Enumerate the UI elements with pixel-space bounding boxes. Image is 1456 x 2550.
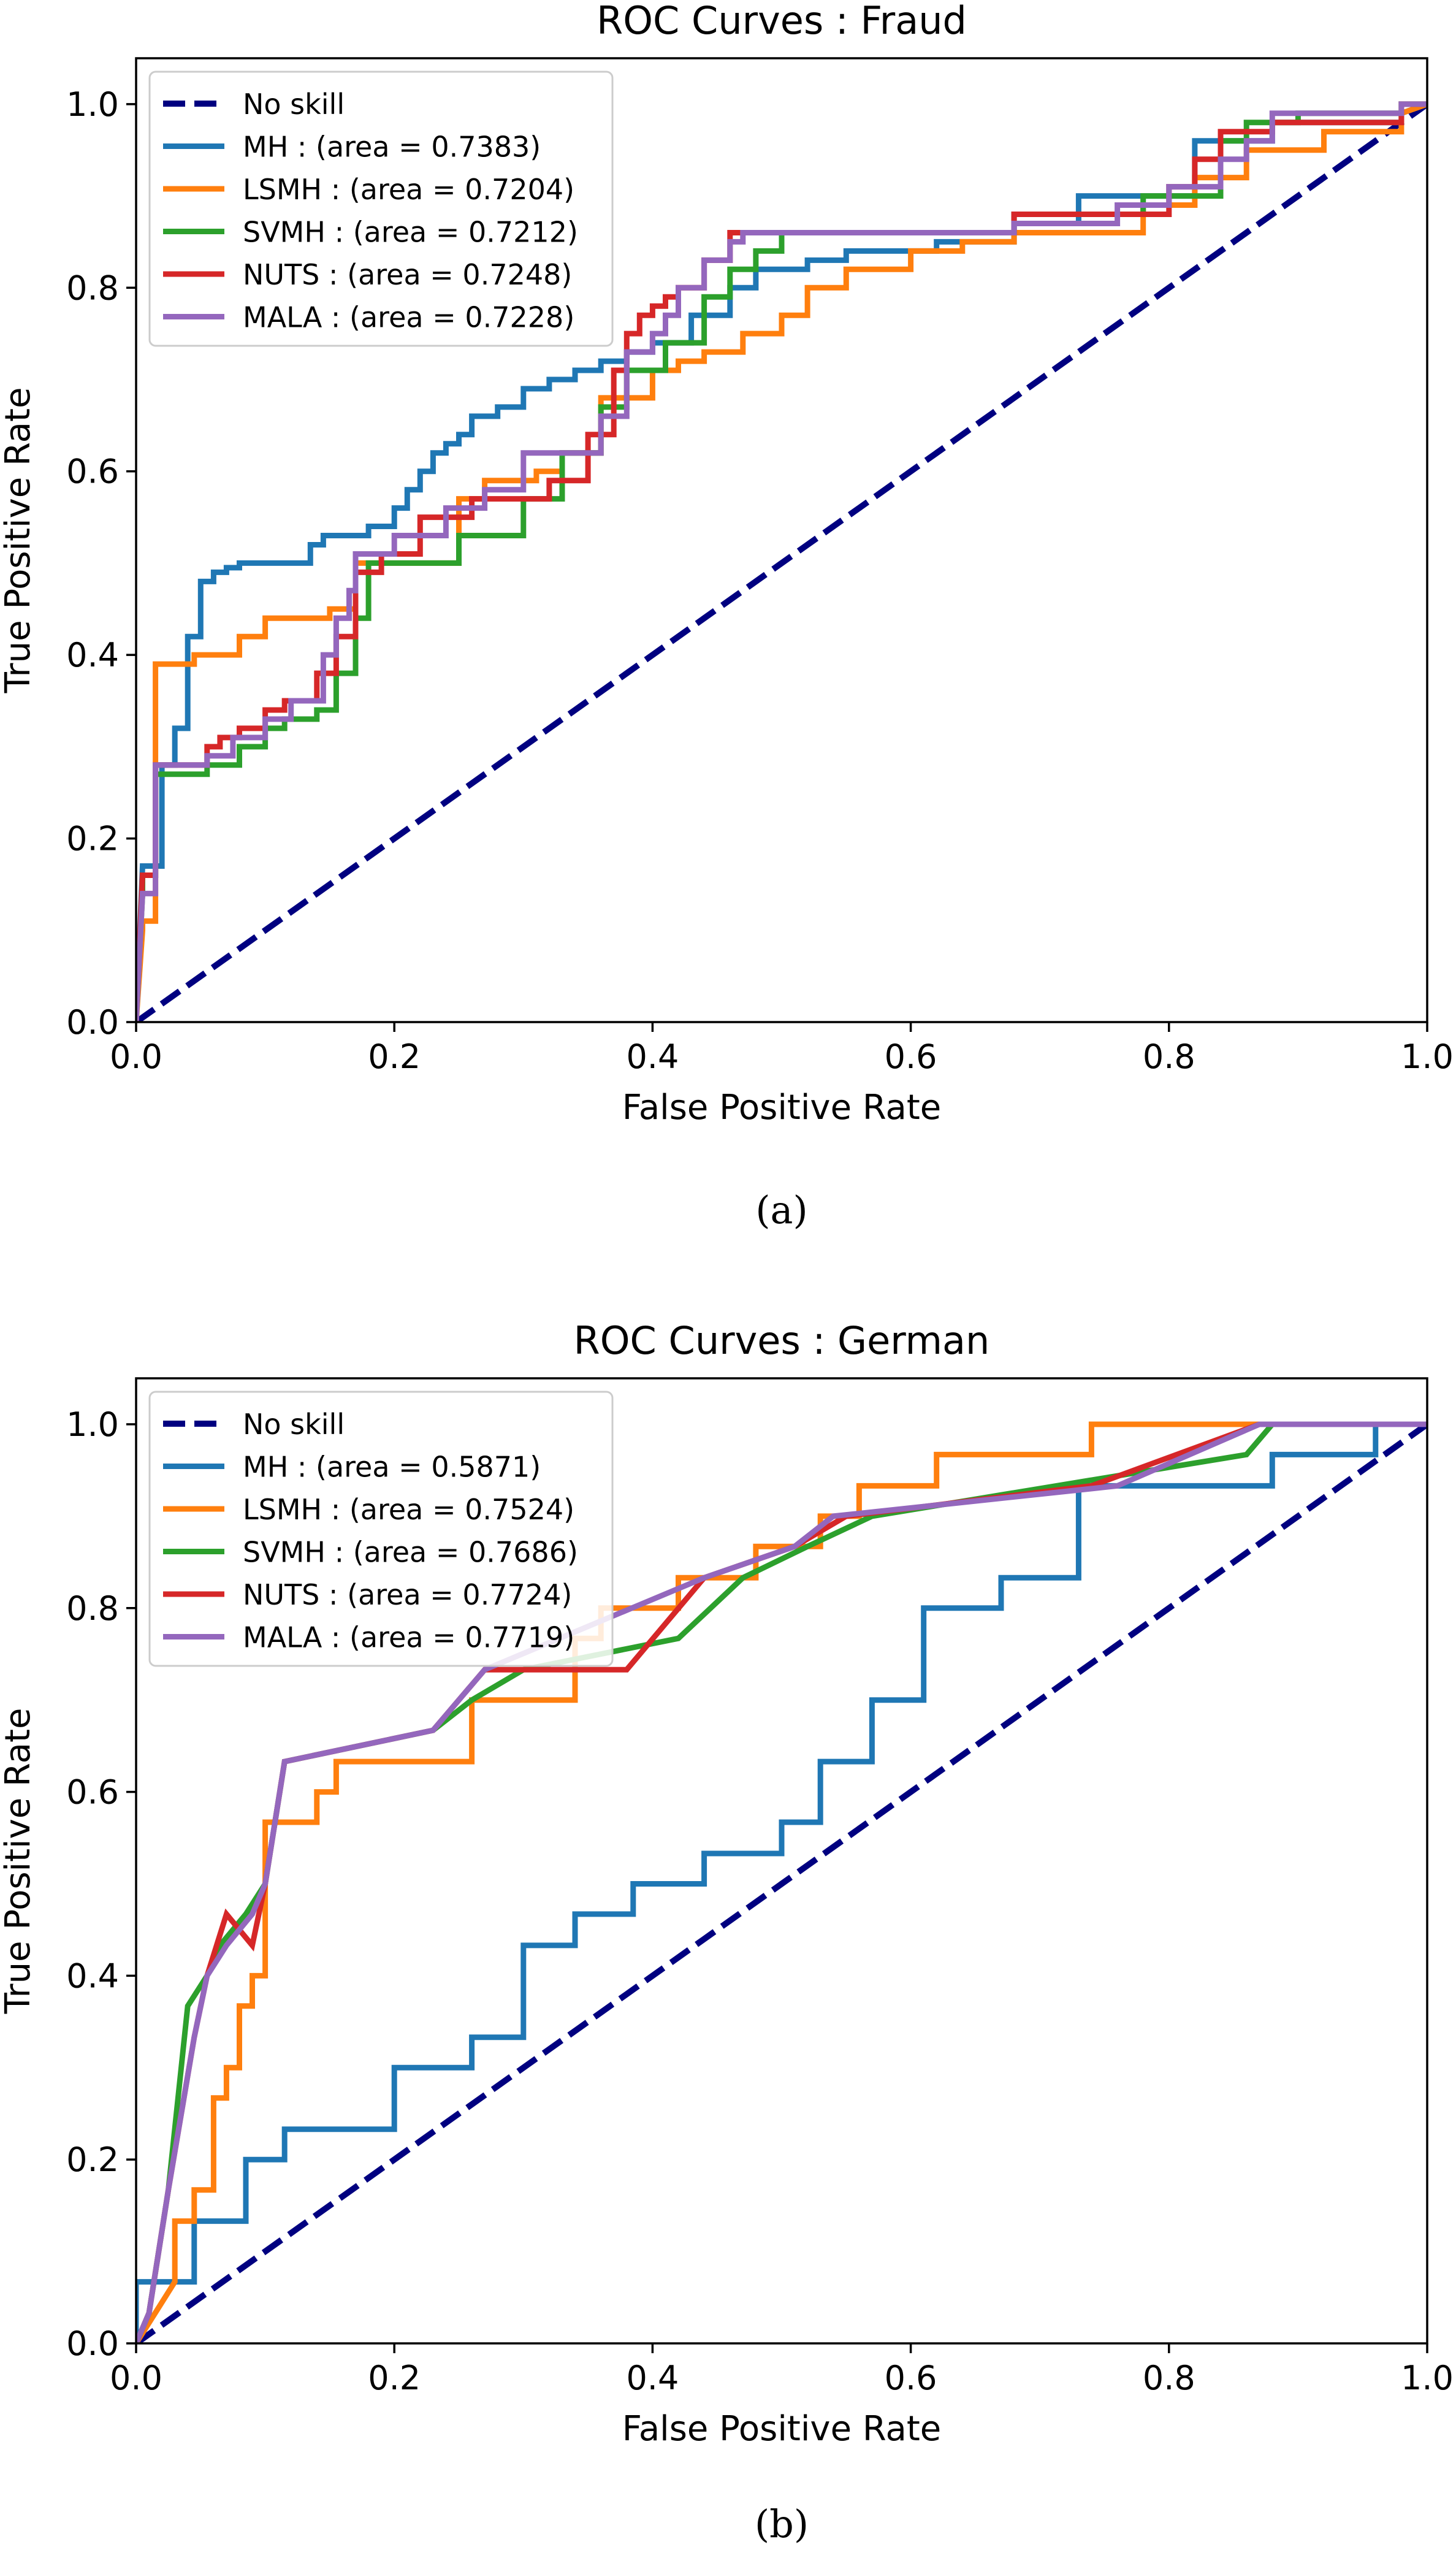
chart-title: ROC Curves : Fraud [597, 0, 967, 43]
y-tick-label: 1.0 [66, 1405, 119, 1444]
y-tick-label: 0.6 [66, 1773, 119, 1812]
y-tick-label: 0.6 [66, 452, 119, 491]
chart-title: ROC Curves : German [574, 1318, 990, 1363]
y-axis-label: True Positive Rate [0, 387, 38, 694]
y-tick-label: 1.0 [66, 85, 119, 124]
series-group [136, 1421, 1427, 2343]
x-tick-label: 0.8 [1143, 1037, 1195, 1076]
x-tick-label: 0.0 [110, 1037, 162, 1076]
y-tick-label: 0.4 [66, 636, 119, 674]
x-tick-label: 0.4 [626, 1037, 679, 1076]
x-tick-label: 0.0 [110, 2359, 162, 2397]
y-tick-label: 0.0 [66, 2324, 119, 2363]
y-tick-label: 0.8 [66, 269, 119, 307]
x-axis-label: False Positive Rate [622, 2409, 941, 2449]
series-line-no-skill [136, 1421, 1427, 2343]
legend-entry: MH : (area = 0.7383) [243, 131, 541, 164]
legend-entry: SVMH : (area = 0.7686) [243, 1536, 578, 1569]
legend-entry: SVMH : (area = 0.7212) [243, 216, 578, 249]
roc-chart-fraud: ROC Curves : Fraud 0.0 0.2 0.4 0.6 0.8 1.0 0.0 0… [0, 0, 1454, 1232]
legend-box [148, 71, 614, 347]
y-tick-label: 0.2 [66, 2140, 119, 2179]
series-group [136, 101, 1427, 1022]
legend-entry: No skill [243, 1408, 345, 1441]
legend: No skill MH : (area = 0.7383) LSMH : (area… [148, 71, 614, 347]
y-axis-label: True Positive Rate [0, 1708, 38, 2015]
legend-entry: LSMH : (area = 0.7204) [243, 173, 574, 206]
x-tick-label: 0.2 [368, 1037, 421, 1076]
x-tick-label: 0.6 [885, 2359, 937, 2397]
roc-chart-german: ROC Curves : German 0.0 0.2 0.4 0.6 0.8 1.0 0.0… [0, 1318, 1454, 2546]
series-line-no-skill [136, 101, 1427, 1022]
series-line-mala [136, 101, 1427, 1022]
legend-entry: MH : (area = 0.5871) [243, 1451, 541, 1484]
y-tick-label: 0.4 [66, 1956, 119, 1995]
series-line-mala [136, 1421, 1427, 2343]
legend-entry: LSMH : (area = 0.7524) [243, 1493, 574, 1526]
axes-frame [135, 57, 1428, 1023]
x-tick-label: 1.0 [1401, 2359, 1454, 2397]
series-line-mh [136, 1421, 1427, 2343]
legend-entry: NUTS : (area = 0.7724) [243, 1578, 572, 1611]
legend: No skill MH : (area = 0.5871) LSMH : (area… [148, 1391, 614, 1667]
x-axis-label: False Positive Rate [622, 1088, 941, 1128]
legend-box [148, 1391, 614, 1667]
x-tick-label: 0.4 [626, 2359, 679, 2397]
x-tick-label: 0.6 [885, 1037, 937, 1076]
x-tick-label: 0.8 [1143, 2359, 1195, 2397]
legend-entry: No skill [243, 88, 345, 121]
legend-entry: MALA : (area = 0.7719) [243, 1621, 574, 1654]
x-tick-label: 0.2 [368, 2359, 421, 2397]
y-tick-label: 0.8 [66, 1589, 119, 1628]
legend-entry: NUTS : (area = 0.7248) [243, 258, 572, 291]
subfigure-caption: (b) [755, 2502, 809, 2546]
y-tick-label: 0.2 [66, 820, 119, 858]
axes-frame [135, 1377, 1428, 2345]
x-tick-label: 1.0 [1401, 1037, 1454, 1076]
subfigure-caption: (a) [755, 1188, 807, 1232]
legend-entry: MALA : (area = 0.7228) [243, 301, 574, 334]
y-tick-label: 0.0 [66, 1003, 119, 1042]
